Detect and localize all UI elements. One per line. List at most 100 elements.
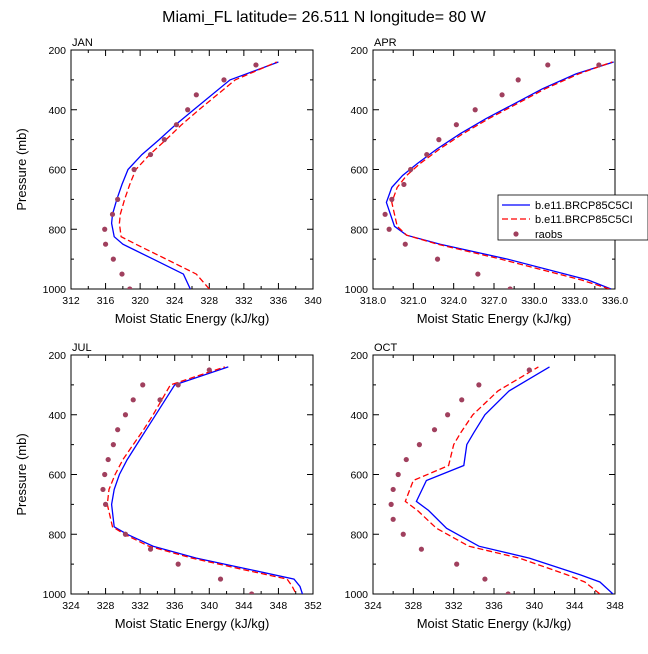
raobs-point (185, 107, 191, 113)
raobs-point (157, 397, 163, 403)
y-tick-label: 600 (48, 470, 66, 482)
x-axis-label: Moist Static Energy (kJ/kg) (115, 616, 270, 631)
x-tick-label: 316 (97, 295, 115, 307)
y-axis-label: Pressure (mb) (14, 128, 29, 210)
panel-oct: OCT 324 328 332 336 340 344 348 200 400 600 800 1000… (345, 342, 624, 631)
raobs-point (127, 286, 133, 289)
x-tick-label: 348 (606, 600, 624, 612)
x-tick-label: 328 (405, 600, 423, 612)
raobs-point (100, 486, 106, 493)
raobs-point (130, 397, 136, 403)
raobs-point (431, 427, 438, 433)
x-tick-label: 340 (304, 295, 322, 307)
y-tick-label: 800 (48, 529, 66, 541)
x-tick-label: 344 (566, 600, 584, 612)
x-tick-label: 344 (235, 600, 253, 612)
panel-title: JUL (72, 342, 92, 354)
raobs-point (193, 92, 199, 98)
y-tick-label: 800 (48, 224, 66, 236)
raobs-point (147, 151, 154, 158)
raobs-point (475, 271, 481, 277)
raobs-point (459, 397, 465, 403)
y-tick-label: 400 (350, 105, 368, 117)
x-tick-label: 328 (97, 600, 115, 612)
raobs-point (401, 181, 407, 188)
raobs-point (173, 122, 180, 128)
model-line-dashed (118, 61, 277, 289)
model-line-solid (110, 61, 279, 289)
raobs-point (147, 546, 154, 552)
x-tick-label: 336 (166, 600, 184, 612)
data-layer (100, 366, 304, 594)
y-tick-label: 1000 (345, 284, 369, 296)
x-tick-label: 332 (445, 600, 463, 612)
y-tick-label: 800 (350, 224, 368, 236)
x-tick-label: 348 (270, 600, 288, 612)
raobs-point (418, 546, 424, 552)
raobs-point (507, 286, 513, 289)
x-tick-label: 336 (270, 295, 288, 307)
raobs-point (110, 442, 116, 448)
legend-label: b.e11.BRCP85C5CI (535, 200, 633, 212)
x-tick-label: 340 (201, 600, 219, 612)
y-tick-label: 1000 (43, 589, 67, 601)
y-tick-label: 600 (350, 470, 368, 482)
raobs-point (482, 576, 488, 582)
x-tick-label: 324 (62, 600, 80, 612)
raobs-point (102, 501, 109, 507)
x-tick-label: 324.0 (441, 295, 467, 307)
raobs-point (122, 412, 129, 418)
raobs-point (382, 211, 388, 217)
raobs-point (102, 471, 108, 478)
legend-swatch-dot (513, 231, 519, 237)
model-line-dashed (391, 61, 613, 289)
raobs-point (115, 427, 121, 433)
raobs-point (402, 241, 408, 247)
raobs-point (434, 256, 441, 262)
panel-jul: JUL 324 328 332 336 340 344 348 352 200 400 600 800 1… (14, 342, 322, 631)
model-line-solid (385, 61, 614, 289)
raobs-point (109, 211, 116, 217)
raobs-point (131, 166, 137, 173)
raobs-point (424, 151, 430, 158)
raobs-point (400, 531, 406, 537)
raobs-point (102, 241, 109, 247)
raobs-point (175, 561, 181, 567)
raobs-point (408, 166, 414, 173)
x-tick-label: 332 (235, 295, 253, 307)
y-tick-label: 400 (48, 105, 66, 117)
y-tick-label: 600 (350, 165, 368, 177)
x-tick-label: 321.0 (400, 295, 426, 307)
legend-label: b.e11.BRCP85C5CI (535, 214, 633, 226)
raobs-point (110, 256, 116, 262)
raobs-point (140, 382, 146, 388)
model-line-solid (110, 366, 304, 594)
y-tick-label: 1000 (345, 589, 369, 601)
y-tick-label: 1000 (43, 284, 67, 296)
raobs-point (403, 456, 409, 463)
raobs-point (161, 137, 167, 143)
data-layer (102, 61, 279, 289)
y-tick-label: 800 (350, 529, 368, 541)
model-line-dashed (404, 366, 601, 594)
panel-apr: APR 318.0 321.0 324.0 327.0 330.0 333.0 336.0 20… (345, 37, 629, 326)
raobs-point (221, 77, 227, 83)
raobs-point (390, 516, 396, 522)
x-tick-label: 340 (526, 600, 544, 612)
x-tick-label: 336 (485, 600, 503, 612)
y-tick-label: 200 (48, 350, 66, 362)
y-tick-label: 400 (48, 410, 66, 422)
raobs-point (526, 367, 532, 373)
y-tick-label: 200 (350, 45, 368, 57)
raobs-point (388, 501, 394, 507)
panel-title: OCT (374, 342, 398, 354)
raobs-point (249, 591, 255, 594)
raobs-point (206, 367, 212, 373)
y-tick-label: 600 (48, 165, 66, 177)
legend-label: raobs (535, 229, 563, 241)
raobs-point (476, 382, 482, 388)
raobs-point (499, 92, 505, 98)
y-tick-label: 400 (350, 410, 368, 422)
raobs-point (436, 137, 442, 143)
